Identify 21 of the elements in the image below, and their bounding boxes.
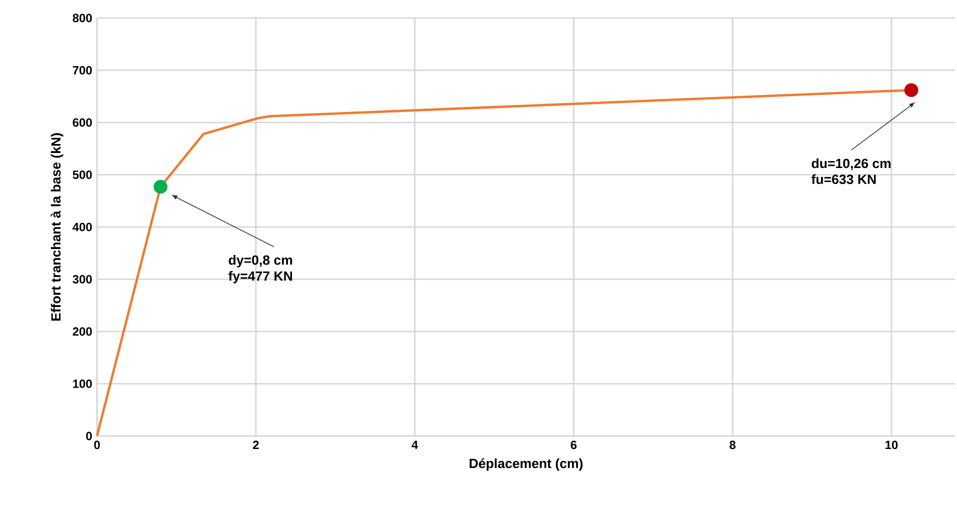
x-tick-label: 0 [94,440,100,450]
x-tick-label: 4 [412,440,418,449]
x-tick-label: 6 [570,440,577,450]
x-axis-title: Déplacement (cm) [470,458,583,471]
annotation: fy=477 KN [228,270,292,284]
y-tick-label: 300 [72,275,92,284]
y-tick-label: 700 [72,66,92,74]
y-tick-label: 400 [72,222,92,232]
y-tick-label: 600 [72,118,92,127]
x-tick-label: 2 [252,440,259,450]
annotation: fu=633 KN [811,174,876,184]
y-tick-label: 0 [86,432,92,440]
y-tick-label: 200 [72,327,92,336]
x-tick-label: 8 [730,440,736,450]
annotation: dy=0,8 cm [228,255,292,268]
y-tick-label: 800 [72,14,92,22]
y-tick-label: 500 [72,170,92,179]
annotation: du=10,26 cm [812,158,891,170]
y-tick-label: 100 [73,380,92,388]
x-tick-label: 10 [886,440,898,450]
y-axis-title: Effort tranchant à la base (kN) [50,133,64,321]
